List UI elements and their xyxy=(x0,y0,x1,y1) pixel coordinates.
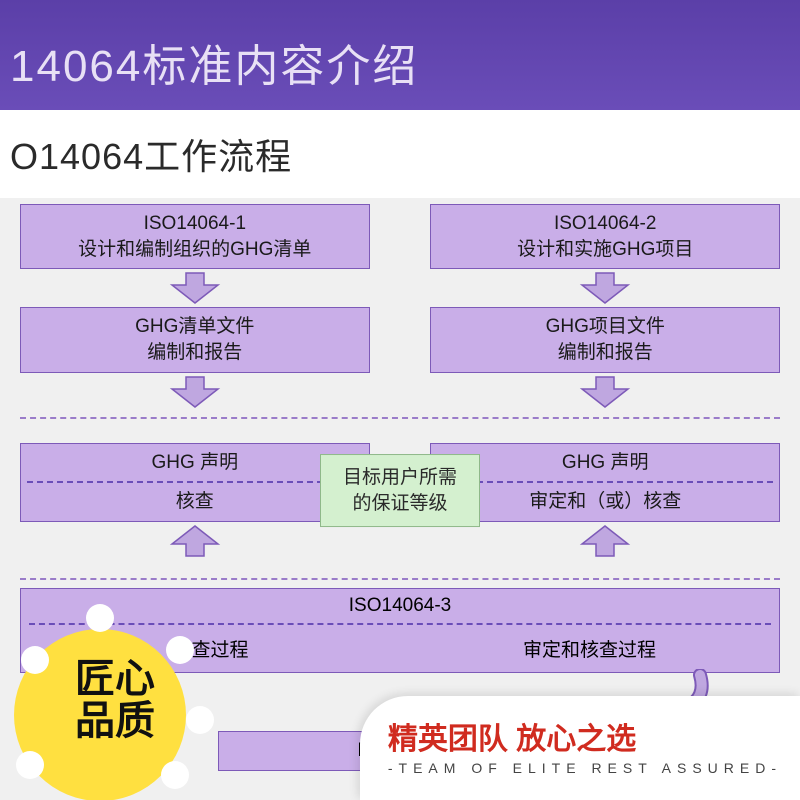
corner-badge-right: 精英团队 放心之选 -TEAM OF ELITE REST ASSURED- xyxy=(360,696,800,800)
arrow-up-icon xyxy=(578,524,632,558)
arrow-up-icon xyxy=(168,524,222,558)
node-right-1: ISO14064-2 设计和实施GHG项目 xyxy=(430,204,780,269)
assurance-band: GHG 声明 核查 GHG 声明 审定和（或）核查 xyxy=(20,417,780,580)
node-subtitle: 审定和（或）核查 xyxy=(431,483,779,521)
right-column: ISO14064-2 设计和实施GHG项目 GHG项目文件 编制和报告 xyxy=(430,204,780,411)
left-column: ISO14064-1 设计和编制组织的GHG清单 GHG清单文件 编制和报告 xyxy=(20,204,370,411)
node-subtitle: 编制和报告 xyxy=(25,340,365,366)
node-title: GHG 声明 xyxy=(431,444,779,482)
node-title: GHG 声明 xyxy=(21,444,369,482)
arrow-down-icon xyxy=(578,271,632,305)
corner-left-line1: 匠心 xyxy=(75,658,155,700)
node-left-1: ISO14064-1 设计和编制组织的GHG清单 xyxy=(20,204,370,269)
green-line2: 的保证等级 xyxy=(352,493,447,514)
subtitle: O14064工作流程 xyxy=(10,128,790,180)
header: 14064标准内容介绍 xyxy=(0,0,800,110)
center-assurance-level: 目标用户所需 的保证等级 xyxy=(320,454,480,527)
node-subtitle: 设计和编制组织的GHG清单 xyxy=(25,237,365,263)
corner-left-line2: 品质 xyxy=(75,700,155,742)
brand-slogan: 精英团队 放心之选 xyxy=(388,714,782,758)
node-subtitle: 编制和报告 xyxy=(435,340,775,366)
node-subtitle: 设计和实施GHG项目 xyxy=(435,237,775,263)
wide-right: 审定和核查过程 xyxy=(400,625,779,672)
corner-badge-left: 匠心 品质 xyxy=(0,600,230,800)
node-subtitle: 核查 xyxy=(21,483,369,521)
node-title: ISO14064-1 xyxy=(25,211,365,237)
flow-top: ISO14064-1 设计和编制组织的GHG清单 GHG清单文件 编制和报告 I… xyxy=(20,204,780,411)
node-title: GHG项目文件 xyxy=(435,314,775,340)
arrow-down-icon xyxy=(168,375,222,409)
node-left-3: GHG 声明 核查 xyxy=(20,443,370,522)
brand-subtext: -TEAM OF ELITE REST ASSURED- xyxy=(388,760,782,776)
arrow-down-icon xyxy=(168,271,222,305)
node-right-3: GHG 声明 审定和（或）核查 xyxy=(430,443,780,522)
node-title: ISO14064-2 xyxy=(435,211,775,237)
arrow-down-icon xyxy=(578,375,632,409)
subtitle-area: O14064工作流程 xyxy=(0,110,800,198)
header-title: 14064标准内容介绍 xyxy=(10,30,800,94)
node-left-2: GHG清单文件 编制和报告 xyxy=(20,307,370,372)
green-line1: 目标用户所需 xyxy=(343,467,457,488)
node-title: GHG清单文件 xyxy=(25,314,365,340)
node-right-2: GHG项目文件 编制和报告 xyxy=(430,307,780,372)
